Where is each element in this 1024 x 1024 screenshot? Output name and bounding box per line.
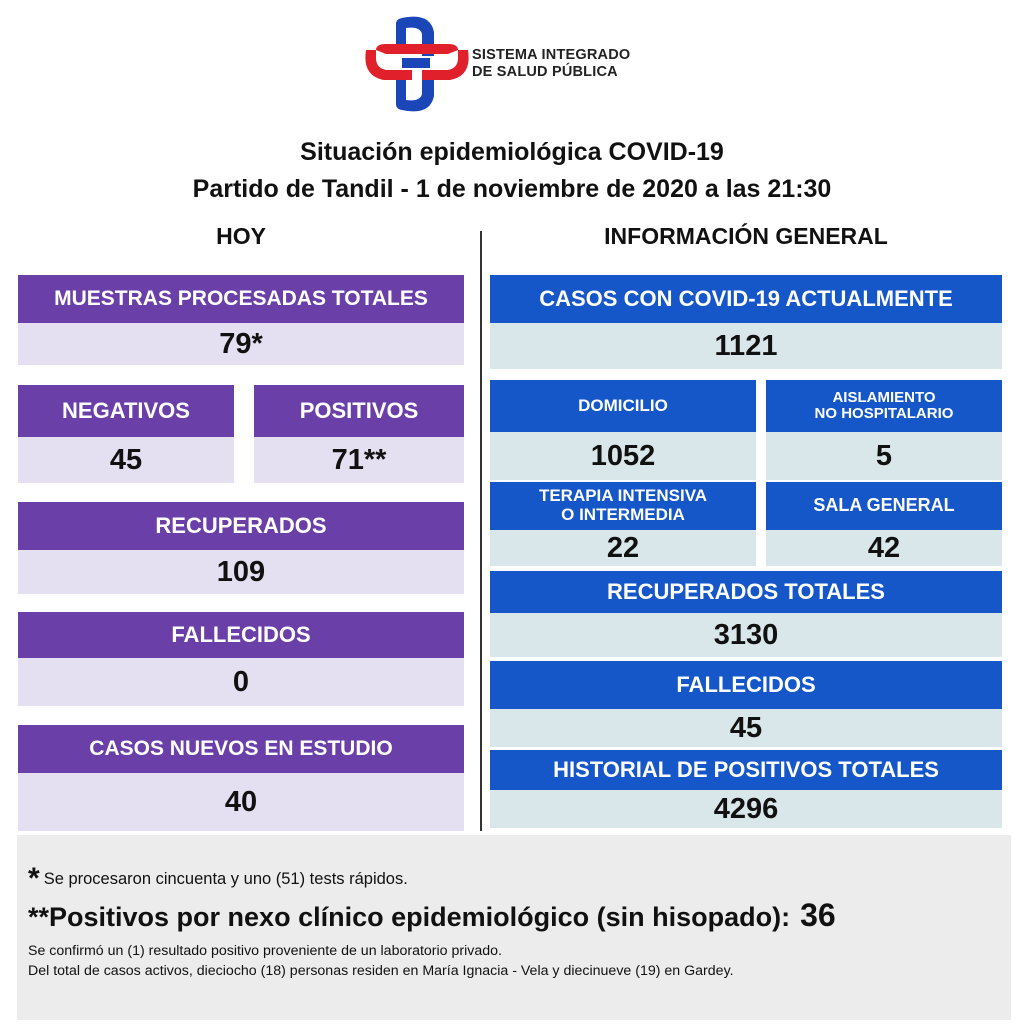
card-value: 22 [490,530,756,566]
card-label: MUESTRAS PROCESADAS TOTALES [18,275,464,323]
card-label: FALLECIDOS [18,612,464,658]
footnote-star: * [28,862,40,895]
card-value: 5 [766,432,1002,480]
card-value: 71** [254,437,464,483]
card-terapia: TERAPIA INTENSIVA O INTERMEDIA 22 [490,482,756,566]
card-value: 40 [18,773,464,831]
note-rapid-tests: * Se procesaron cincuenta y uno (51) test… [28,862,408,895]
card-value: 3130 [490,613,1002,657]
card-negativos: NEGATIVOS 45 [18,385,234,483]
card-domicilio: DOMICILIO 1052 [490,380,756,480]
card-muestras: MUESTRAS PROCESADAS TOTALES 79* [18,275,464,365]
note-nexo-clinico: **Positivos por nexo clínico epidemiológ… [28,897,836,933]
page-subtitle: Partido de Tandil - 1 de noviembre de 20… [192,175,832,203]
card-aislamiento: AISLAMIENTO NO HOSPITALARIO 5 [766,380,1002,480]
org-name: SISTEMA INTEGRADO DE SALUD PÚBLICA [472,47,631,80]
card-nuevos: CASOS NUEVOS EN ESTUDIO 40 [18,725,464,831]
card-value: 42 [766,530,1002,566]
card-sala: SALA GENERAL 42 [766,482,1002,566]
note-active-residence: Del total de casos activos, dieciocho (1… [28,963,734,979]
card-recuperados-totales: RECUPERADOS TOTALES 3130 [490,571,1002,657]
note-extra: Se confirmó un (1) resultado positivo pr… [28,941,734,981]
card-value: 4296 [490,790,1002,828]
general-heading: INFORMACIÓN GENERAL [604,223,888,249]
card-fallecidos-hoy: FALLECIDOS 0 [18,612,464,706]
card-actuales: CASOS CON COVID-19 ACTUALMENTE 1121 [490,275,1002,369]
card-value: 45 [490,709,1002,747]
card-label: CASOS NUEVOS EN ESTUDIO [18,725,464,773]
card-label: CASOS CON COVID-19 ACTUALMENTE [490,275,1002,323]
card-label: RECUPERADOS [18,502,464,550]
card-label: TERAPIA INTENSIVA O INTERMEDIA [490,482,756,530]
card-label: AISLAMIENTO NO HOSPITALARIO [766,380,1002,432]
card-label: SALA GENERAL [766,482,1002,530]
card-label: POSITIVOS [254,385,464,437]
card-label: FALLECIDOS [490,661,1002,709]
card-value: 1121 [490,323,1002,369]
page-title: Situación epidemiológica COVID-19 [300,138,724,166]
card-value: 45 [18,437,234,483]
card-fallecidos-totales: FALLECIDOS 45 [490,661,1002,747]
hoy-heading: HOY [216,223,266,249]
column-divider [480,231,482,831]
card-value: 109 [18,550,464,594]
notes-panel [17,835,1011,1020]
card-recuperados-hoy: RECUPERADOS 109 [18,502,464,594]
card-positivos: POSITIVOS 71** [254,385,464,483]
card-historial: HISTORIAL DE POSITIVOS TOTALES 4296 [490,750,1002,828]
note-nexo-value: 36 [800,897,836,933]
card-value: 1052 [490,432,756,480]
card-label: NEGATIVOS [18,385,234,437]
card-value: 0 [18,658,464,706]
card-label: HISTORIAL DE POSITIVOS TOTALES [490,750,1002,790]
card-label: DOMICILIO [490,380,756,432]
note-private-lab: Se confirmó un (1) resultado positivo pr… [28,943,502,959]
card-label: RECUPERADOS TOTALES [490,571,1002,613]
sisp-logo-icon [365,16,469,112]
card-value: 79* [18,323,464,365]
